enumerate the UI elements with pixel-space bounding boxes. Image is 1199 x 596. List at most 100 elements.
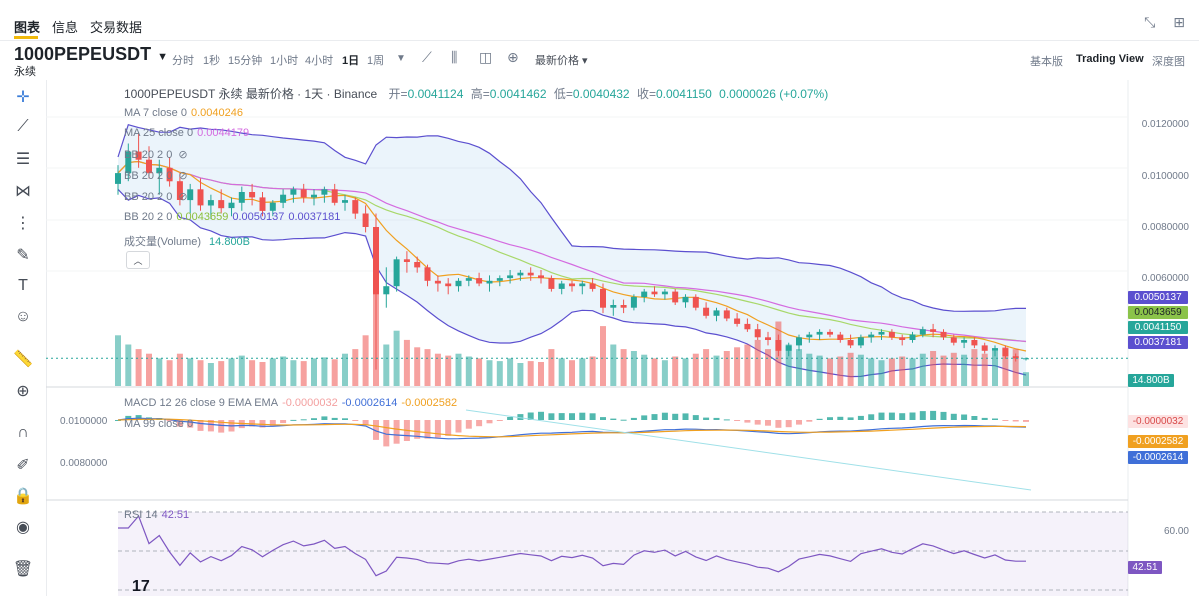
macd-histogram-bar	[496, 420, 503, 421]
timeframe-5[interactable]: 4小时	[305, 55, 334, 67]
macd-histogram-bar	[692, 415, 699, 420]
macd-histogram-bar	[569, 413, 575, 420]
candle-body	[579, 283, 586, 287]
horizontal-lines-icon[interactable]: ☰	[15, 151, 31, 168]
macd-histogram-bar	[734, 420, 741, 421]
legend-macd-label: MACD 12 26 close 9 EMA EMA	[124, 397, 279, 409]
symbol-selector[interactable]: 1000PEPEUSDT ▼	[14, 44, 168, 65]
lock-icon[interactable]: 🔒	[13, 488, 33, 505]
macd-histogram-bar	[940, 411, 947, 420]
tab-trading-data[interactable]: 交易数据	[90, 20, 143, 35]
legend-ma25: MA 25 close 0 0.0044179	[124, 127, 249, 139]
legend-macd-signal: -0.0002582	[401, 397, 458, 409]
candle-body	[311, 194, 317, 198]
tab-info[interactable]: 信息	[52, 20, 79, 35]
magnet-icon[interactable]: ∩	[17, 424, 29, 441]
macd-histogram-bar	[476, 420, 483, 427]
volume-bar	[527, 361, 534, 386]
volume-bar	[641, 354, 648, 386]
candle-body	[146, 159, 152, 174]
bollinger-lower-line	[117, 188, 1027, 378]
macd-histogram-bar	[661, 412, 668, 420]
view-basic[interactable]: 基本版	[1030, 56, 1063, 68]
macd-histogram-bar	[909, 412, 916, 420]
timeframe-1[interactable]: 分时	[172, 55, 194, 67]
hidden-eye-icon[interactable]: ⊘	[178, 191, 188, 203]
text-icon[interactable]: T	[18, 277, 28, 294]
candle-body	[187, 189, 194, 201]
macd-histogram-bar	[187, 420, 194, 428]
more-timeframes-icon[interactable]: ▼	[396, 53, 406, 64]
candle-body	[166, 167, 173, 182]
bb-lower-badge: 0.0037181	[1128, 336, 1188, 349]
macd-histogram-bar	[1012, 420, 1019, 422]
brush-icon[interactable]: ✎	[16, 247, 30, 264]
legend-ma25-value: 0.0044179	[197, 127, 250, 139]
trend-line-icon[interactable]: ⟋	[17, 118, 29, 135]
camera-icon[interactable]: ◫	[479, 49, 493, 65]
candle-body	[259, 197, 266, 211]
crosshair-icon[interactable]: ✛	[16, 89, 30, 106]
timeframe-2[interactable]: 1秒	[203, 55, 221, 67]
view-depth[interactable]: 深度图	[1152, 56, 1185, 68]
trash-icon[interactable]: 🗑	[12, 561, 34, 578]
candle-type-icon[interactable]: ⫼	[451, 49, 458, 65]
pattern-icon[interactable]: ⋈	[15, 183, 31, 200]
candle-body	[754, 329, 761, 338]
macd-histogram-bar	[579, 412, 586, 420]
volume-bar	[765, 349, 771, 386]
hidden-eye-icon[interactable]: ⊘	[178, 170, 188, 182]
macd-histogram-bar	[899, 413, 906, 420]
chart-canvas[interactable]	[46, 80, 1199, 596]
candle-body	[847, 340, 854, 346]
emoji-icon[interactable]: ☺	[14, 308, 32, 325]
candle-body	[682, 296, 689, 303]
macd-histogram-bar	[1023, 420, 1029, 422]
timeframe-6[interactable]: 1日	[342, 55, 360, 67]
volume-bar	[1012, 349, 1019, 386]
candle-body	[548, 278, 555, 289]
timeframe-3[interactable]: 15分钟	[228, 55, 263, 67]
candle-body	[734, 318, 741, 324]
legend-volume: 成交量(Volume) 14.800B	[124, 233, 250, 249]
macd-histogram-bar	[486, 420, 493, 424]
candle-body	[434, 280, 441, 284]
volume-bar	[930, 351, 937, 386]
price-axis-tick: 0.0060000	[1141, 273, 1189, 284]
timeframe-7[interactable]: 1周	[367, 55, 385, 67]
lock-drawing-icon[interactable]: ✐	[16, 457, 30, 474]
legend-ma7-value: 0.0040246	[190, 107, 243, 119]
candle-body	[919, 329, 926, 335]
volume-bar	[362, 335, 369, 386]
volume-bar	[434, 353, 441, 386]
volume-bar	[610, 344, 617, 386]
expand-icon[interactable]: ⤡	[1144, 14, 1156, 30]
rsi-axis-tick: 60.00	[1163, 526, 1189, 537]
timeframe-4[interactable]: 1小时	[270, 55, 299, 67]
ma7-line	[117, 160, 1027, 352]
legend-close: 收=0.0041150	[637, 87, 712, 101]
candle-body	[827, 331, 833, 335]
zoom-in-icon[interactable]: ⊕	[16, 383, 30, 400]
indicator-icon[interactable]: ⟋	[422, 49, 432, 65]
macd-histogram-bar	[620, 419, 627, 421]
macd-line	[117, 417, 1027, 440]
candle-body	[476, 278, 483, 284]
macd-histogram-bar	[950, 413, 957, 420]
collapse-legend-button[interactable]: ︿	[126, 251, 150, 269]
fib-icon[interactable]: ⋮	[15, 215, 31, 232]
hidden-eye-icon[interactable]: ⊘	[178, 149, 188, 161]
tab-chart[interactable]: 图表	[14, 20, 41, 35]
add-icon[interactable]: ⊕	[507, 49, 519, 65]
macd-histogram-bar	[816, 418, 823, 420]
volume-bar	[569, 360, 575, 386]
view-trading-view[interactable]: Trading View	[1076, 53, 1144, 65]
chevron-up-icon: ︿	[133, 255, 143, 266]
volume-bar	[207, 363, 214, 386]
price-type-dropdown[interactable]: 最新价格 ▾	[535, 55, 588, 67]
eye-icon[interactable]: ◉	[16, 519, 30, 536]
grid-layout-icon[interactable]: ⊞	[1173, 14, 1185, 30]
candle-body	[589, 283, 596, 289]
candle-body	[403, 259, 410, 262]
ruler-icon[interactable]: 📏	[13, 351, 33, 368]
